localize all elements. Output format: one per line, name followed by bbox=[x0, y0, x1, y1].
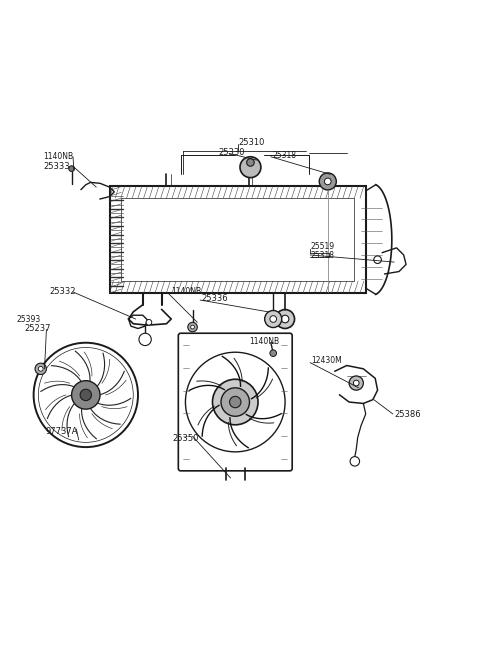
Circle shape bbox=[69, 166, 74, 171]
Circle shape bbox=[188, 323, 197, 332]
Circle shape bbox=[229, 396, 241, 408]
Circle shape bbox=[72, 380, 100, 409]
Text: 1140NB: 1140NB bbox=[250, 337, 280, 346]
Circle shape bbox=[349, 376, 363, 390]
Circle shape bbox=[240, 157, 261, 177]
Circle shape bbox=[264, 311, 282, 328]
Circle shape bbox=[374, 256, 382, 263]
Circle shape bbox=[191, 325, 194, 329]
Circle shape bbox=[213, 379, 258, 425]
Circle shape bbox=[247, 158, 254, 166]
Circle shape bbox=[324, 178, 331, 185]
Circle shape bbox=[35, 363, 47, 374]
Circle shape bbox=[38, 367, 43, 371]
Text: 1140NB: 1140NB bbox=[43, 152, 73, 161]
Circle shape bbox=[276, 309, 295, 328]
Circle shape bbox=[270, 350, 276, 357]
Text: 25393: 25393 bbox=[16, 315, 40, 323]
Circle shape bbox=[319, 173, 336, 190]
Text: 25310: 25310 bbox=[238, 137, 264, 147]
Circle shape bbox=[270, 316, 276, 323]
Text: 1140NB: 1140NB bbox=[171, 288, 201, 296]
Text: 25332: 25332 bbox=[49, 288, 76, 296]
Text: 25350: 25350 bbox=[173, 434, 199, 443]
FancyBboxPatch shape bbox=[121, 198, 354, 281]
Text: 25519: 25519 bbox=[310, 242, 335, 252]
Circle shape bbox=[281, 315, 289, 323]
Text: 12430M: 12430M bbox=[311, 356, 342, 365]
Text: 97737A: 97737A bbox=[46, 428, 78, 436]
Text: 25386: 25386 bbox=[394, 411, 421, 419]
Text: 25237: 25237 bbox=[24, 324, 50, 333]
Text: 25318: 25318 bbox=[272, 151, 296, 160]
Text: 25336: 25336 bbox=[201, 294, 228, 303]
Text: 25318: 25318 bbox=[310, 252, 334, 260]
Circle shape bbox=[221, 388, 250, 417]
Text: 25333: 25333 bbox=[43, 162, 70, 171]
Circle shape bbox=[350, 457, 360, 466]
Text: 25330: 25330 bbox=[219, 148, 245, 156]
Circle shape bbox=[80, 389, 92, 401]
Circle shape bbox=[353, 380, 359, 386]
Circle shape bbox=[146, 319, 152, 325]
Circle shape bbox=[139, 333, 151, 346]
